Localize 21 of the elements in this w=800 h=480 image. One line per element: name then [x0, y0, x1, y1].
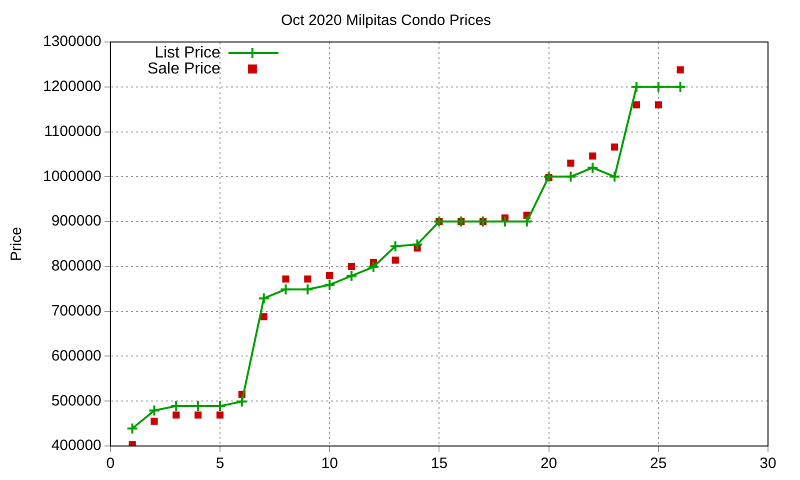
y-tick-label: 600000	[51, 347, 102, 364]
y-tick-label: 1200000	[42, 78, 102, 96]
chart-title: Oct 2020 Milpitas Condo Prices	[280, 12, 492, 30]
x-tick-label: 25	[650, 455, 667, 472]
y-tick-label: 500000	[51, 392, 102, 410]
x-tick-label: 5	[216, 455, 224, 472]
y-tick-label: 1300000	[42, 33, 102, 50]
x-tick-label: 15	[430, 455, 448, 472]
y-tick-label: 1100000	[44, 122, 102, 140]
x-tick-label: 20	[540, 455, 558, 472]
y-tick-label: 400000	[51, 437, 102, 454]
y-tick-label: 1000000	[42, 168, 102, 185]
legend-label: Sale Price	[147, 60, 220, 78]
x-tick-label: 0	[106, 455, 115, 472]
y-tick-label: 700000	[51, 302, 102, 320]
y-tick-label: 900000	[51, 212, 102, 230]
y-tick-label: 800000	[51, 258, 102, 275]
x-tick-label: 10	[321, 455, 338, 472]
x-tick-label: 30	[760, 455, 776, 472]
y-axis-title: Price	[8, 226, 26, 262]
legend-label: List Price	[154, 44, 220, 62]
